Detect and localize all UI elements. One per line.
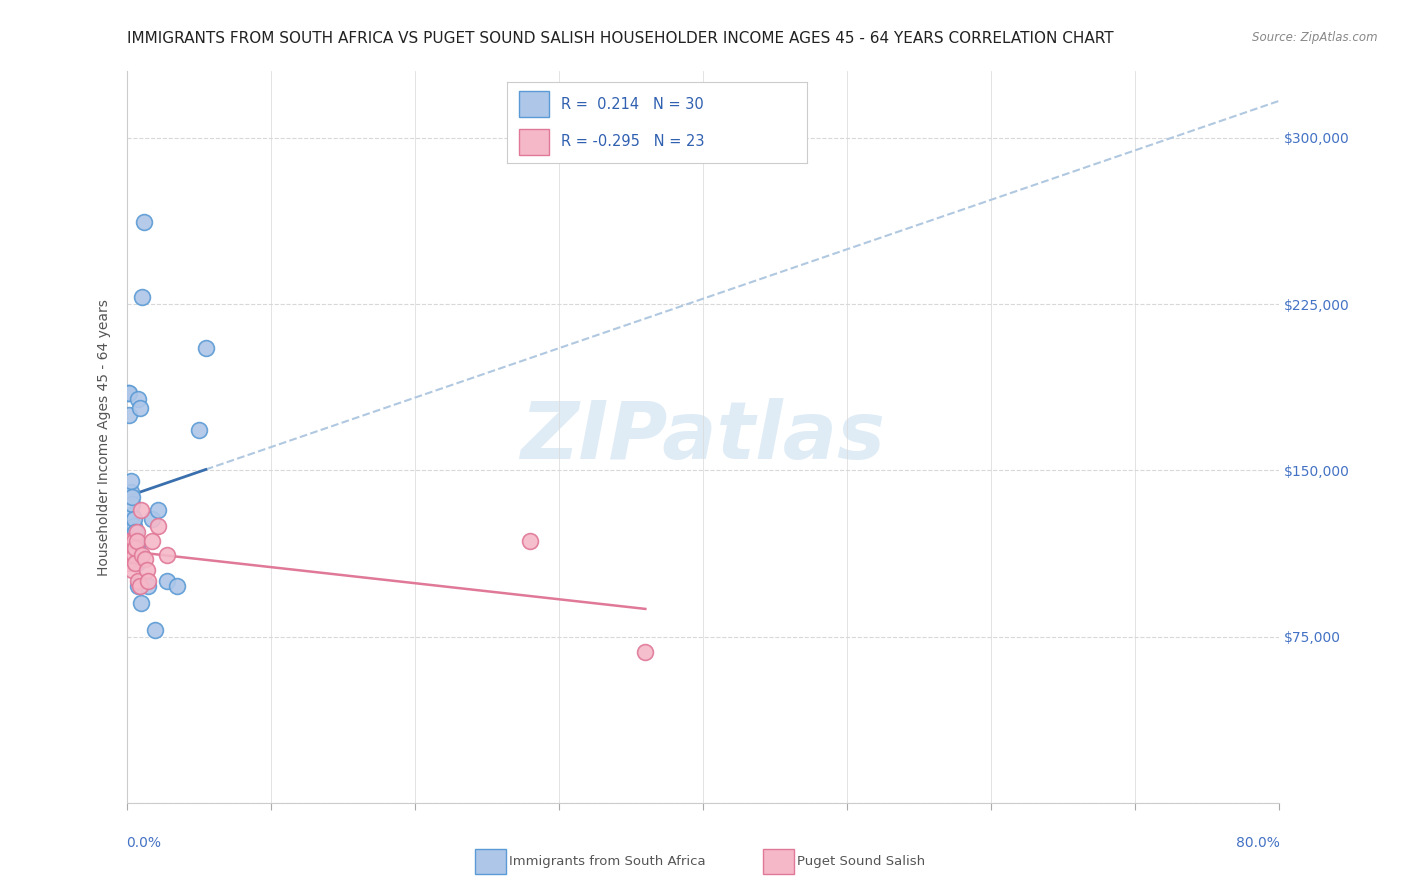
Point [120, 475, 142, 489]
Point [124, 541, 146, 555]
Point [156, 574, 179, 589]
Point [129, 503, 152, 517]
Text: Puget Sound Salish: Puget Sound Salish [797, 855, 925, 868]
Point [634, 645, 657, 659]
Point [121, 508, 143, 522]
Text: 0.0%: 0.0% [127, 836, 162, 850]
Point [194, 342, 217, 356]
Point [118, 385, 141, 400]
Text: Immigrants from South Africa: Immigrants from South Africa [509, 855, 706, 868]
Point [122, 518, 145, 533]
Text: Source: ZipAtlas.com: Source: ZipAtlas.com [1253, 31, 1378, 45]
Point [132, 215, 155, 229]
Point [118, 534, 141, 549]
Point [120, 548, 142, 562]
Point [141, 512, 163, 526]
Point [117, 385, 139, 400]
Point [136, 574, 159, 589]
Point [129, 596, 152, 610]
Point [121, 497, 143, 511]
Point [124, 534, 146, 549]
Point [117, 557, 139, 571]
Point [122, 534, 145, 549]
Point [135, 563, 157, 577]
Point [134, 552, 156, 566]
Point [120, 485, 142, 500]
Point [124, 548, 146, 562]
Point [148, 518, 170, 533]
Point [118, 408, 141, 422]
Point [127, 392, 149, 407]
Point [127, 578, 149, 592]
Point [187, 424, 209, 438]
Point [125, 541, 148, 555]
Point [124, 557, 146, 571]
Point [141, 534, 163, 549]
Point [128, 578, 150, 592]
Point [125, 534, 148, 549]
Point [145, 623, 166, 637]
Text: 80.0%: 80.0% [1236, 836, 1279, 850]
Point [122, 530, 145, 544]
Point [121, 563, 143, 577]
Text: IMMIGRANTS FROM SOUTH AFRICA VS PUGET SOUND SALISH HOUSEHOLDER INCOME AGES 45 - : IMMIGRANTS FROM SOUTH AFRICA VS PUGET SO… [127, 31, 1114, 46]
Point [131, 290, 153, 304]
Point [131, 548, 153, 562]
Point [128, 401, 150, 416]
Point [120, 534, 142, 549]
Y-axis label: Householder Income Ages 45 - 64 years: Householder Income Ages 45 - 64 years [97, 299, 111, 575]
Point [125, 525, 148, 540]
Point [127, 574, 149, 589]
Point [166, 578, 188, 592]
Point [125, 557, 148, 571]
Point [124, 525, 146, 540]
Point [519, 534, 541, 549]
Point [156, 548, 179, 562]
Point [136, 578, 159, 592]
Point [122, 548, 145, 562]
Point [122, 512, 145, 526]
Point [121, 490, 143, 504]
Text: ZIPatlas: ZIPatlas [520, 398, 886, 476]
Point [148, 503, 170, 517]
